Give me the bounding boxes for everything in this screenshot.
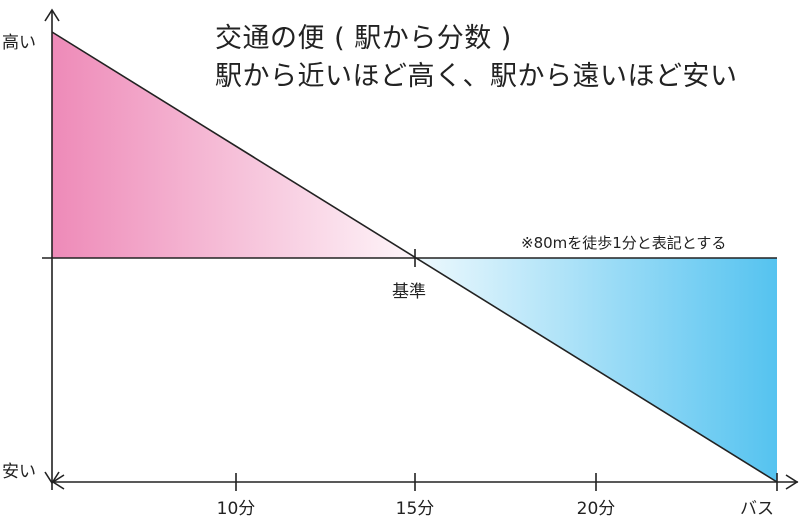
footnote: ※80mを徒歩1分と表記とする: [521, 234, 727, 252]
x-tick-label-15min: 15分: [395, 499, 435, 519]
x-ticks: [235, 249, 778, 491]
x-tick-label-bus: バス: [740, 499, 774, 519]
x-axis: [51, 474, 799, 490]
title-line-2: 駅から近いほど高く、駅から遠いほど安い: [215, 61, 738, 92]
baseline-label: 基準: [392, 282, 426, 302]
x-tick-label-20min: 20分: [576, 499, 616, 519]
title-line-1: 交通の便 ( 駅から分数 ): [215, 23, 512, 54]
y-axis-low-label: 安い: [2, 462, 36, 482]
y-axis: [44, 8, 60, 490]
x-tick-label-10min: 10分: [216, 499, 256, 519]
y-axis-high-label: 高い: [2, 33, 36, 53]
